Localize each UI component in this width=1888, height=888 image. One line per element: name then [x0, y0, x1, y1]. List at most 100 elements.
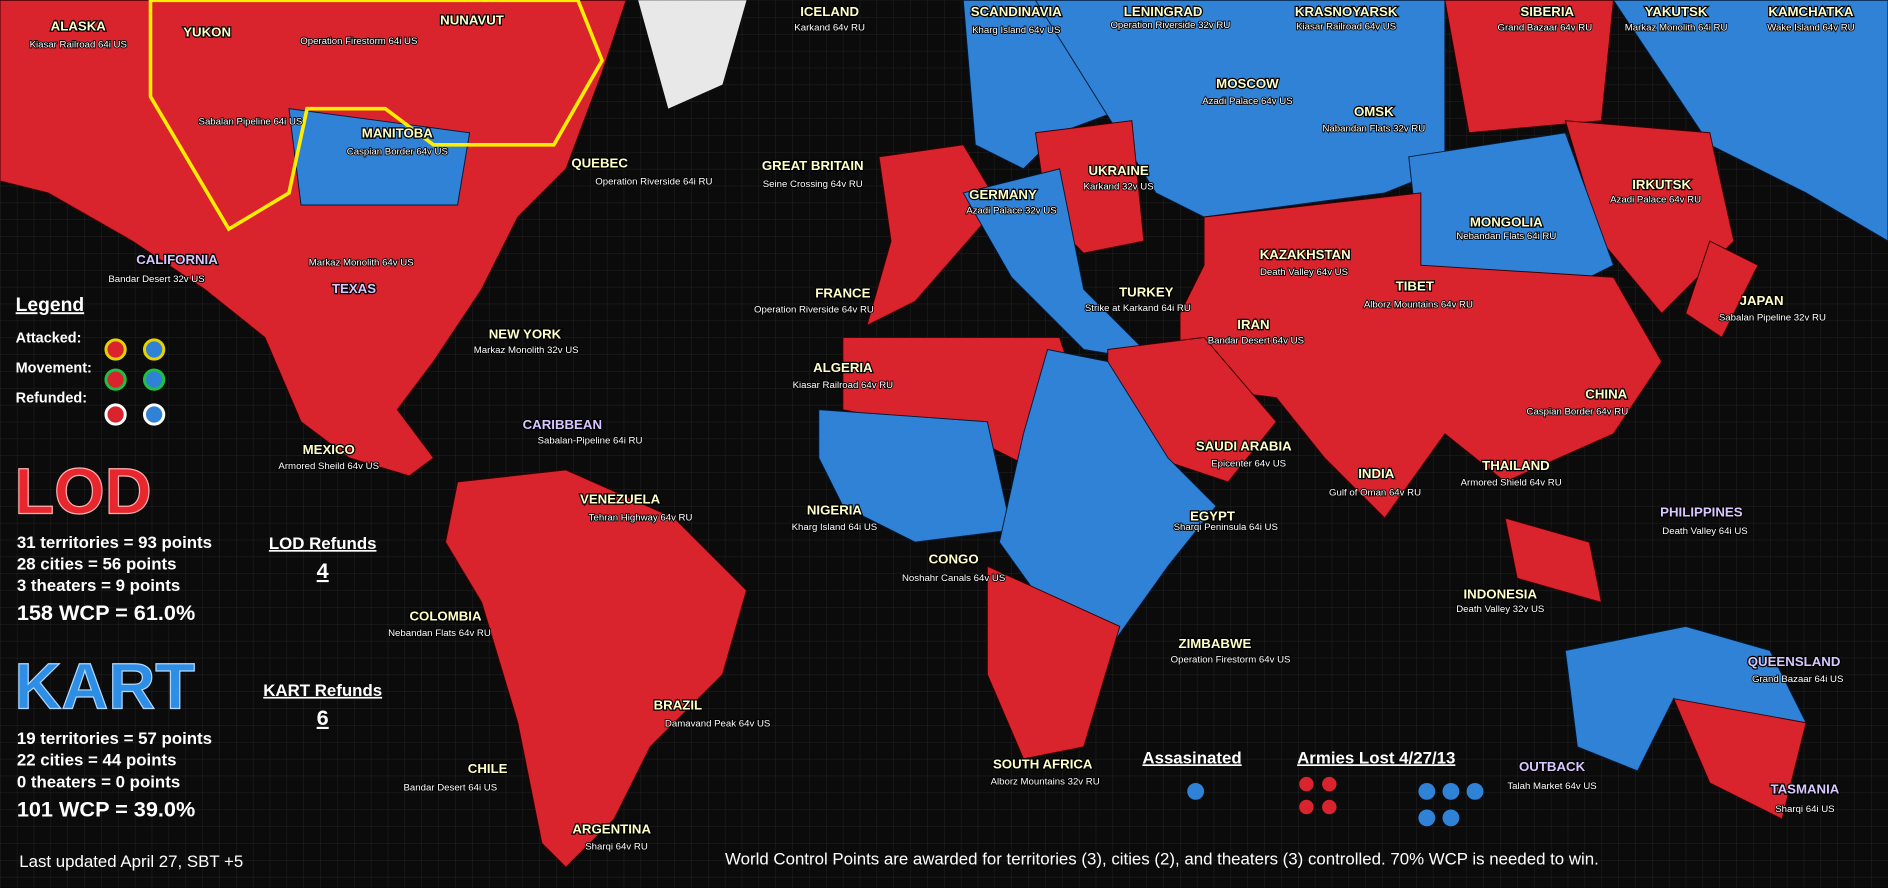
- assassinated-label: Assasinated: [1142, 748, 1241, 767]
- stat-line: 19 territories = 57 points: [17, 729, 212, 748]
- attacked-blue: [142, 338, 166, 361]
- team-name: LOD: [14, 455, 151, 528]
- territory-map: Operation Firestorm 64v US: [1171, 655, 1291, 666]
- theater-border: [148, 0, 605, 232]
- territory-map: Epicenter 64v US: [1211, 458, 1286, 469]
- territory-name: COLOMBIA: [409, 608, 481, 623]
- legend-label: Movement:: [16, 361, 92, 377]
- territory-name: MOSCOW: [1216, 76, 1279, 91]
- lost-red: [1322, 776, 1337, 792]
- territory-name: BRAZIL: [654, 697, 703, 712]
- lost-blue: [1418, 809, 1436, 827]
- territory-map: Tehran Highway 64v RU: [589, 513, 693, 524]
- territory-name: JAPAN: [1740, 293, 1784, 308]
- footer-note: World Control Points are awarded for ter…: [725, 849, 1599, 868]
- territory-name: NUNAVUT: [440, 12, 504, 27]
- indonesia-region: [1504, 517, 1603, 604]
- territory-map: Strike at Karkand 64i RU: [1085, 303, 1191, 314]
- territory-name: ALASKA: [51, 18, 107, 33]
- territory-map: Grand Bazaar 64v RU: [1497, 23, 1592, 34]
- territory-name: SCANDINAVIA: [971, 4, 1062, 19]
- lost-blue: [1442, 782, 1460, 800]
- last-updated: Last updated April 27, SBT +5: [19, 852, 243, 871]
- refunds-label: LOD Refunds: [269, 534, 377, 553]
- territory-name: SAUDI ARABIA: [1196, 439, 1292, 454]
- territory-map: Sharqi Peninsula 64i US: [1174, 522, 1278, 533]
- lost-red: [1299, 799, 1314, 815]
- territory-map: Kharg Island 64i US: [792, 522, 878, 533]
- territory-map: Death Valley 32v US: [1456, 604, 1544, 615]
- south-america: [445, 469, 748, 868]
- territory-map: Operation Firestorm 64i US: [300, 36, 417, 47]
- territory-name: CHINA: [1585, 387, 1627, 402]
- territory-map: Operation Riverside 64v RU: [754, 304, 874, 315]
- west-africa: [818, 409, 1013, 543]
- armies-lost-label: Armies Lost 4/27/13: [1297, 748, 1455, 767]
- territory-name: CHILE: [468, 761, 508, 776]
- australia-east: [1672, 698, 1807, 820]
- far-east: [1612, 0, 1888, 242]
- territory-map: Sharqi 64i US: [1775, 804, 1834, 815]
- territory-map: Azadi Palace 64v RU: [1610, 195, 1701, 206]
- territory-name: TASMANIA: [1770, 782, 1839, 797]
- territory-name: TURKEY: [1119, 284, 1174, 299]
- territory-map: Sabalan-Pipeline 64i RU: [538, 436, 643, 447]
- legend-label: Refunded:: [16, 391, 87, 407]
- territory-map: Nabandan Flats 32v RU: [1322, 124, 1425, 135]
- territory-name: YAKUTSK: [1645, 4, 1708, 19]
- territory-map: Armored Sheild 64v US: [278, 461, 379, 472]
- territory-name: QUEBEC: [571, 156, 628, 171]
- territory-name: IRAN: [1237, 317, 1269, 332]
- territory-name: GERMANY: [969, 187, 1037, 202]
- territory-labels: ALASKA Kiasar Railroad 64i US YUKON Sabalan…: [29, 3, 1856, 854]
- territory-name: KRASNOYARSK: [1295, 4, 1398, 19]
- territory-map: Noshahr Canals 64v US: [902, 573, 1005, 584]
- japan-region: [1685, 240, 1759, 339]
- territory-name: CALIFORNIA: [136, 252, 218, 267]
- territory-name: INDONESIA: [1464, 587, 1538, 602]
- territory-map: Caspian Border 64v US: [347, 147, 448, 158]
- territory-map: Gulf of Oman 64v RU: [1329, 487, 1421, 498]
- refunds-value: 4: [317, 558, 329, 583]
- territory-name: QUEENSLAND: [1748, 654, 1841, 669]
- east-africa: [998, 348, 1217, 652]
- territory-name: MONGOLIA: [1470, 215, 1543, 230]
- legend-label: Attacked:: [16, 330, 82, 346]
- territory-map: Kiasar Railroad 64v US: [1296, 21, 1396, 32]
- territory-name: MANITOBA: [362, 125, 434, 140]
- territory-map: Alborz Mountains 32v RU: [991, 776, 1100, 787]
- territory-name: KAZAKHSTAN: [1260, 247, 1351, 262]
- territory-map: Bandar Desert 64i US: [404, 782, 498, 793]
- territory-map: Sabalan Pipeline 64i US: [199, 116, 303, 127]
- territory-name: KAMCHATKA: [1768, 4, 1853, 19]
- territory-name: ARGENTINA: [572, 821, 651, 836]
- lost-red: [1299, 776, 1314, 792]
- territory-map: Armored Shield 64v RU: [1461, 478, 1562, 489]
- territory-name: TEXAS: [332, 281, 376, 296]
- territory-map: Operation Riverside 32v RU: [1110, 20, 1230, 31]
- territory-name: SIBERIA: [1520, 4, 1574, 19]
- territory-map: Caspian Border 64v RU: [1527, 407, 1629, 418]
- lost-blue: [1466, 782, 1484, 800]
- territory-name: MEXICO: [303, 442, 355, 457]
- territory-name: VENEZUELA: [580, 491, 661, 506]
- territory-map: Kiasar Railroad 64i US: [30, 39, 127, 50]
- territory-map: Markaz Monolith 64i RU: [1625, 23, 1728, 34]
- territory-name: INDIA: [1358, 466, 1394, 481]
- territory-map: Alborz Mountains 64v RU: [1364, 299, 1473, 310]
- team-name: KART: [14, 650, 195, 723]
- stat-line: 0 theaters = 0 points: [17, 772, 180, 791]
- territory-map: Bandar Desert 32v US: [108, 274, 204, 285]
- territory-name: YUKON: [183, 24, 231, 39]
- territory-name: UKRAINE: [1088, 163, 1148, 178]
- territory-map: Damavand Peak 64v US: [665, 718, 770, 729]
- greenland: [638, 0, 747, 109]
- territory-name: GREAT BRITAIN: [762, 158, 864, 173]
- territory-map: Sharqi 64v RU: [585, 841, 648, 852]
- western-europe: [866, 144, 1000, 327]
- territory-name: EGYPT: [1190, 508, 1235, 523]
- territory-map: Kiasar Railroad 64v RU: [793, 380, 894, 391]
- lost-blue: [1442, 809, 1460, 827]
- stat-total: 101 WCP = 39.0%: [17, 796, 195, 821]
